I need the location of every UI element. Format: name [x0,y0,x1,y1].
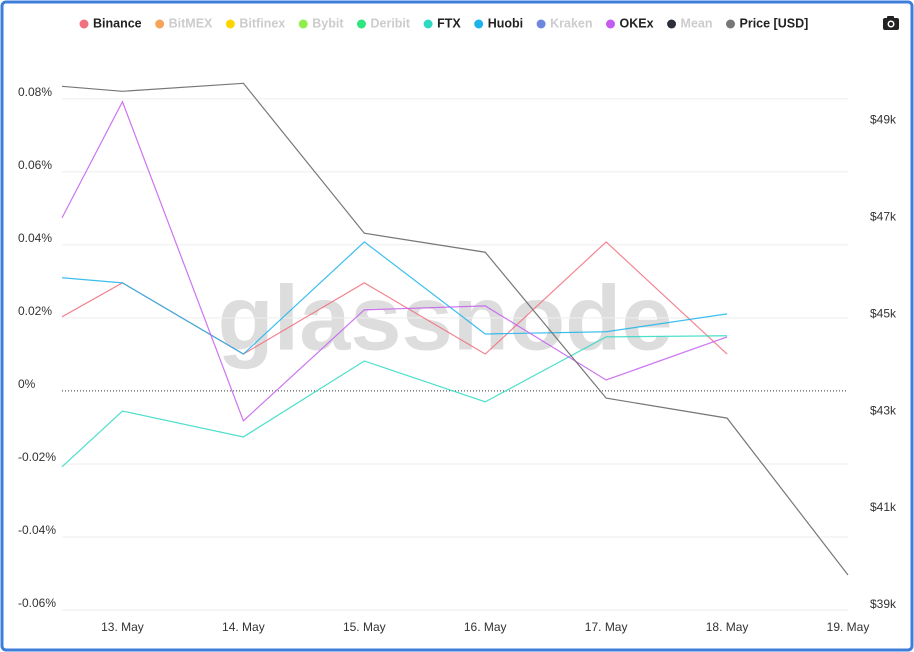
legend-item[interactable]: Huobi [474,16,523,30]
legend-item[interactable]: Deribit [356,16,411,30]
y2-tick-label: $47k [870,209,897,223]
y-tick-label: 0.02% [18,304,52,318]
legend-item[interactable]: FTX [423,16,462,30]
legend-dot [606,19,615,29]
series-line [61,335,728,468]
legend-item[interactable]: Binance [79,16,142,30]
legend-dot [225,19,235,29]
legend-label: OKEx [620,16,654,30]
legend-dot [667,19,677,29]
legend-label: Deribit [370,16,410,30]
series-line [61,241,728,355]
x-tick-label: 18. May [706,620,749,634]
camera-icon[interactable] [883,16,899,30]
y-tick-label: -0.04% [18,523,56,537]
x-tick-label: 16. May [464,620,507,634]
y-tick-label: 0% [18,377,36,391]
legend-dot [79,19,89,29]
x-tick-label: 13. May [101,620,144,634]
grid [62,98,848,611]
y-tick-label: 0.06% [18,158,52,172]
legend-dot [298,19,308,29]
series-line [61,82,849,576]
legend-label: Bitfinex [239,16,285,30]
legend-item[interactable]: Price [USD] [726,16,808,30]
legend-item[interactable]: Bitfinex [225,16,285,30]
legend-item[interactable]: BitMEX [155,16,213,30]
y2-tick-label: $39k [870,597,897,611]
y2-tick-label: $49k [870,112,897,126]
legend-item[interactable]: OKEx [606,16,654,30]
x-tick-label: 19. May [827,620,870,634]
y2-tick-label: $41k [870,500,897,514]
legend-dot [474,19,484,29]
legend-label: Bybit [312,16,344,30]
y-tick-label: 0.08% [18,85,52,99]
x-tick-label: 15. May [343,620,386,634]
legend-label: FTX [437,16,461,30]
legend-label: Price [USD] [740,16,809,30]
x-tick-label: 14. May [222,620,265,634]
legend-dot [726,19,735,29]
legend-dot [155,19,165,29]
x-tick-label: 17. May [585,620,628,634]
y-tick-label: 0.04% [18,231,52,245]
legend-item[interactable]: Bybit [298,16,345,30]
y2-tick-label: $43k [870,403,897,417]
legend-label: Kraken [550,16,592,30]
legend-label: BitMEX [169,16,213,30]
legend-label: Mean [681,16,713,30]
y-tick-label: -0.02% [18,450,56,464]
legend-dot [423,19,433,29]
legend-label: Binance [93,16,142,30]
y2-tick-label: $45k [870,306,897,320]
legend-item[interactable]: Mean [667,16,713,30]
legend-label: Huobi [488,16,523,30]
legend-dot [356,19,366,29]
series-line [61,100,728,422]
y-tick-label: -0.06% [18,596,56,610]
legend-dot [536,19,546,29]
legend-item[interactable]: Kraken [536,16,593,30]
